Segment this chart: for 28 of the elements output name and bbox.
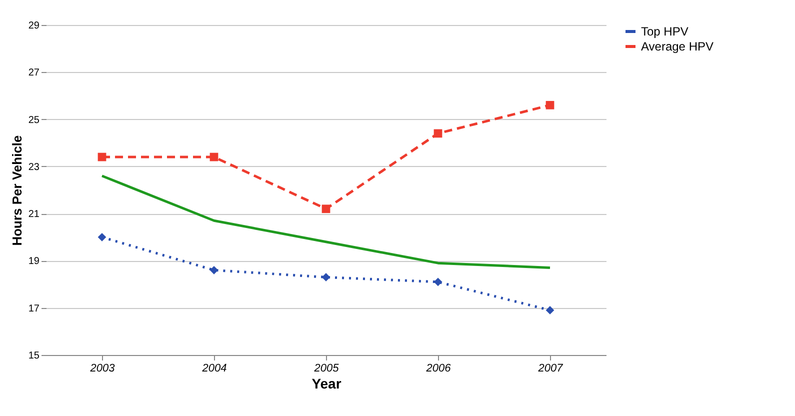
- y-tick-label: 25: [28, 114, 40, 126]
- y-tick-label: 15: [28, 350, 40, 362]
- point: [434, 129, 442, 138]
- point: [210, 152, 218, 162]
- y-tick-label: 21: [28, 209, 40, 220]
- x-tick-label: 2006: [425, 362, 452, 374]
- x-axis-title: Year: [312, 376, 342, 392]
- y-tick-label: 19: [28, 256, 40, 268]
- point: [546, 306, 554, 314]
- x-tick-label: 2003: [89, 362, 116, 374]
- y-axis-title: Hours Per Vehicle: [9, 135, 24, 246]
- legend-label: Top HPV: [641, 24, 688, 38]
- y-tick-label: 29: [28, 20, 40, 32]
- point: [98, 152, 106, 162]
- y-tick-label: 17: [28, 303, 40, 314]
- point: [322, 204, 330, 214]
- point: [546, 100, 554, 110]
- y-tick-label: 27: [28, 68, 40, 79]
- legend-label: Average HPV: [641, 40, 714, 54]
- line-series: [100, 174, 552, 270]
- point: [210, 266, 218, 274]
- point: [434, 278, 442, 286]
- point: [98, 232, 106, 242]
- x-tick-label: 2004: [201, 362, 227, 374]
- point: [322, 273, 330, 282]
- y-tick-label: 23: [28, 162, 40, 173]
- x-tick-label: 2007: [537, 362, 564, 374]
- x-tick-label: 2005: [313, 362, 340, 374]
